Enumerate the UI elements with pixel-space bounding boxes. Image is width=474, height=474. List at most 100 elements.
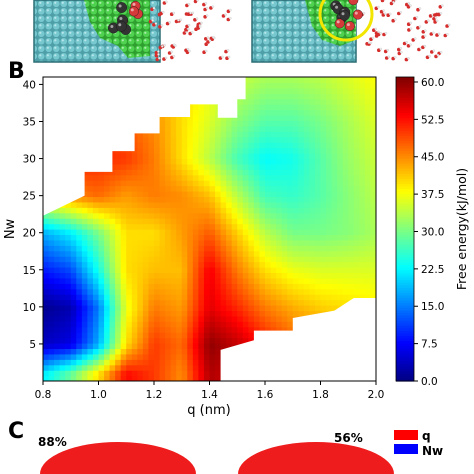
heatmap-cell <box>198 310 205 317</box>
heatmap-cell <box>120 218 127 225</box>
heatmap-cell <box>81 180 88 187</box>
heatmap-cell <box>359 212 366 219</box>
heatmap-cell <box>348 77 355 84</box>
heatmap-cell <box>259 115 266 122</box>
heatmap-cell <box>115 245 122 252</box>
heatmap-cell <box>137 174 144 181</box>
heatmap-cell <box>54 332 61 339</box>
heatmap-cell <box>242 169 249 176</box>
heatmap-cell <box>115 185 122 192</box>
heatmap-cell <box>281 98 288 105</box>
heatmap-cell <box>92 283 100 290</box>
heatmap-cell <box>370 136 376 143</box>
heatmap-cell <box>65 234 72 241</box>
heatmap-cell <box>209 104 216 111</box>
heatmap-cell <box>320 256 327 263</box>
heatmap-cell <box>242 163 249 170</box>
heatmap-cell <box>248 283 255 290</box>
heatmap-cell <box>148 234 155 241</box>
heatmap-cell <box>326 142 333 149</box>
heatmap-cell <box>126 283 133 290</box>
heatmap-cell <box>209 142 216 149</box>
heatmap-cell <box>242 191 249 198</box>
heatmap-cell <box>298 299 305 306</box>
heatmap-cell <box>259 234 266 241</box>
heatmap-cell <box>342 294 349 301</box>
colorbar-strip <box>396 236 414 240</box>
heatmap-cell <box>198 359 205 366</box>
heatmap-cell <box>353 272 360 279</box>
heatmap-cell <box>87 180 94 187</box>
heatmap-cell <box>203 120 211 127</box>
heatmap-cell <box>43 310 50 317</box>
colorbar-strip <box>396 307 414 311</box>
heatmap-cell <box>70 353 77 360</box>
water-hydrogen <box>437 32 441 36</box>
heatmap-cell <box>154 234 161 241</box>
heatmap-cell <box>187 256 194 263</box>
heatmap-cell <box>81 239 88 246</box>
heatmap-cell <box>226 337 233 344</box>
colorbar-strip <box>396 153 414 157</box>
heatmap-cell <box>242 109 249 116</box>
colorbar-strip <box>396 287 414 291</box>
heatmap-cell <box>70 256 77 263</box>
heatmap-cell <box>237 212 244 219</box>
heatmap-cell <box>326 283 333 290</box>
heatmap-cell <box>326 239 333 246</box>
heatmap-cell <box>209 136 216 143</box>
heatmap-cell <box>281 212 288 219</box>
heatmap-cell <box>81 267 88 274</box>
heatmap-cell <box>292 153 299 160</box>
heatmap-cell <box>120 353 127 360</box>
heatmap-cell <box>148 185 155 192</box>
heatmap-cell <box>142 191 150 198</box>
heatmap-cell <box>54 288 61 295</box>
water-hydrogen <box>409 27 413 30</box>
heatmap-cell <box>215 250 222 257</box>
heatmap-cell <box>309 158 316 165</box>
water-hydrogen <box>387 55 390 59</box>
heatmap-cell <box>203 256 211 263</box>
heatmap-cell <box>287 131 294 138</box>
heatmap-cell <box>192 343 199 350</box>
heatmap-cell <box>137 267 144 274</box>
heatmap-cell <box>142 180 150 187</box>
heatmap-cell <box>364 185 372 192</box>
heatmap-cell <box>276 299 283 306</box>
heatmap-cell <box>120 256 127 263</box>
water-oxygen <box>193 0 198 4</box>
heatmap-cell <box>242 299 249 306</box>
heatmap-cell <box>159 125 166 132</box>
colorbar-strip <box>396 107 414 111</box>
heatmap-cell <box>170 348 177 355</box>
heatmap-cell <box>231 305 238 312</box>
heatmap-cell <box>126 343 133 350</box>
heatmap-cell <box>120 267 127 274</box>
heatmap-cell <box>326 299 333 306</box>
heatmap-cell <box>276 163 283 170</box>
heatmap-cell <box>337 180 344 187</box>
heatmap-cell <box>348 261 355 268</box>
colorbar-strip <box>396 87 414 91</box>
heatmap-cell <box>115 332 122 339</box>
colorbar-strip <box>396 274 414 278</box>
water-hydrogen <box>392 0 395 4</box>
heatmap-cell <box>337 147 344 154</box>
heatmap-cell <box>120 174 127 181</box>
heatmap-cell <box>181 272 188 279</box>
heatmap-cell <box>309 218 316 225</box>
heatmap-cell <box>303 245 310 252</box>
heatmap-cell <box>298 147 305 154</box>
heatmap-cell <box>287 272 294 279</box>
heatmap-cell <box>337 201 344 208</box>
heatmap-cell <box>314 77 322 84</box>
heatmap-cell <box>309 185 316 192</box>
heatmap-cell <box>259 93 266 100</box>
heatmap-cell <box>309 169 316 176</box>
heatmap-cell <box>337 218 344 225</box>
heatmap-cell <box>131 147 138 154</box>
heatmap-cell <box>326 223 333 230</box>
heatmap-cell <box>253 310 261 317</box>
heatmap-cell <box>176 370 183 377</box>
